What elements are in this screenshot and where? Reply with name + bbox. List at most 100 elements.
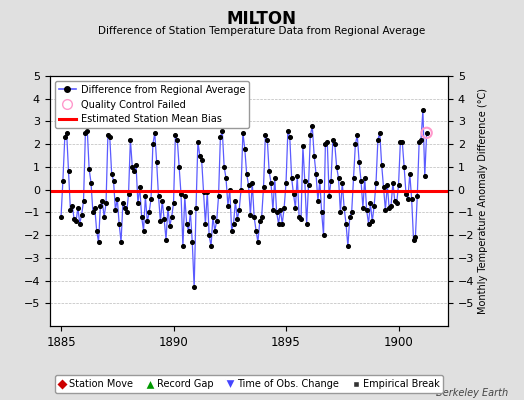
Point	[252, 227, 260, 234]
Point	[243, 170, 251, 177]
Point	[413, 193, 421, 200]
Point	[188, 239, 196, 245]
Point	[143, 218, 151, 225]
Point	[280, 205, 288, 211]
Point	[377, 162, 386, 168]
Point	[304, 182, 313, 188]
Point	[192, 205, 200, 211]
Point	[355, 159, 363, 166]
Point	[263, 136, 271, 143]
Point	[106, 134, 114, 140]
Point	[160, 216, 168, 222]
Point	[411, 234, 420, 240]
Point	[203, 189, 212, 195]
Point	[342, 220, 350, 227]
Point	[395, 182, 403, 188]
Point	[257, 214, 266, 220]
Y-axis label: Monthly Temperature Anomaly Difference (°C): Monthly Temperature Anomaly Difference (…	[478, 88, 488, 314]
Point	[336, 209, 345, 216]
Point	[201, 220, 210, 227]
Point	[306, 132, 314, 138]
Point	[78, 212, 86, 218]
Point	[315, 177, 324, 184]
Point	[381, 207, 390, 213]
Point	[332, 164, 341, 170]
Point	[59, 177, 67, 184]
Point	[325, 193, 333, 200]
Point	[141, 193, 149, 200]
Point	[319, 232, 328, 238]
Legend: Station Move, Record Gap, Time of Obs. Change, Empirical Break: Station Move, Record Gap, Time of Obs. C…	[54, 375, 443, 393]
Point	[62, 130, 71, 136]
Point	[66, 207, 74, 213]
Point	[396, 139, 405, 145]
Point	[121, 205, 129, 211]
Point	[288, 175, 296, 182]
Text: MILTON: MILTON	[227, 10, 297, 28]
Point	[230, 220, 238, 227]
Point	[366, 200, 375, 206]
Point	[81, 130, 90, 136]
Point	[239, 130, 247, 136]
Point	[256, 218, 264, 225]
Point	[301, 177, 309, 184]
Point	[357, 177, 365, 184]
Point	[209, 214, 217, 220]
Point	[171, 132, 180, 138]
Legend: Difference from Regional Average, Quality Control Failed, Estimated Station Mean: Difference from Regional Average, Qualit…	[54, 81, 249, 128]
Point	[233, 216, 242, 222]
Point	[83, 127, 92, 134]
Point	[79, 198, 88, 204]
Point	[128, 164, 136, 170]
Point	[374, 136, 382, 143]
Point	[409, 236, 418, 243]
Point	[147, 196, 155, 202]
Point	[392, 200, 401, 206]
Point	[205, 232, 213, 238]
Point	[402, 191, 410, 197]
Point	[419, 107, 427, 113]
Point	[222, 175, 230, 182]
Point	[372, 180, 380, 186]
Point	[124, 191, 133, 197]
Point	[91, 205, 99, 211]
Point	[156, 218, 165, 225]
Point	[117, 239, 125, 245]
Point	[163, 205, 172, 211]
Point	[211, 227, 219, 234]
Point	[126, 136, 135, 143]
Point	[422, 130, 431, 136]
Point	[100, 214, 108, 220]
Point	[123, 209, 131, 216]
Point	[87, 180, 95, 186]
Point	[261, 132, 269, 138]
Point	[297, 216, 305, 222]
Point	[334, 175, 343, 182]
Point	[361, 175, 369, 182]
Point	[353, 132, 362, 138]
Point	[269, 207, 277, 213]
Point	[329, 136, 337, 143]
Point	[150, 130, 159, 136]
Point	[327, 177, 335, 184]
Point	[387, 202, 395, 209]
Point	[422, 130, 431, 136]
Point	[104, 132, 112, 138]
Point	[417, 136, 425, 143]
Point	[169, 200, 178, 206]
Point	[272, 209, 281, 216]
Point	[145, 209, 154, 216]
Point	[403, 196, 412, 202]
Point	[218, 127, 226, 134]
Point	[363, 207, 371, 213]
Point	[139, 227, 148, 234]
Point	[283, 127, 292, 134]
Point	[195, 152, 204, 159]
Point	[293, 173, 301, 179]
Point	[107, 170, 116, 177]
Point	[181, 193, 189, 200]
Point	[207, 243, 215, 250]
Point	[155, 193, 163, 200]
Point	[400, 164, 408, 170]
Point	[214, 193, 223, 200]
